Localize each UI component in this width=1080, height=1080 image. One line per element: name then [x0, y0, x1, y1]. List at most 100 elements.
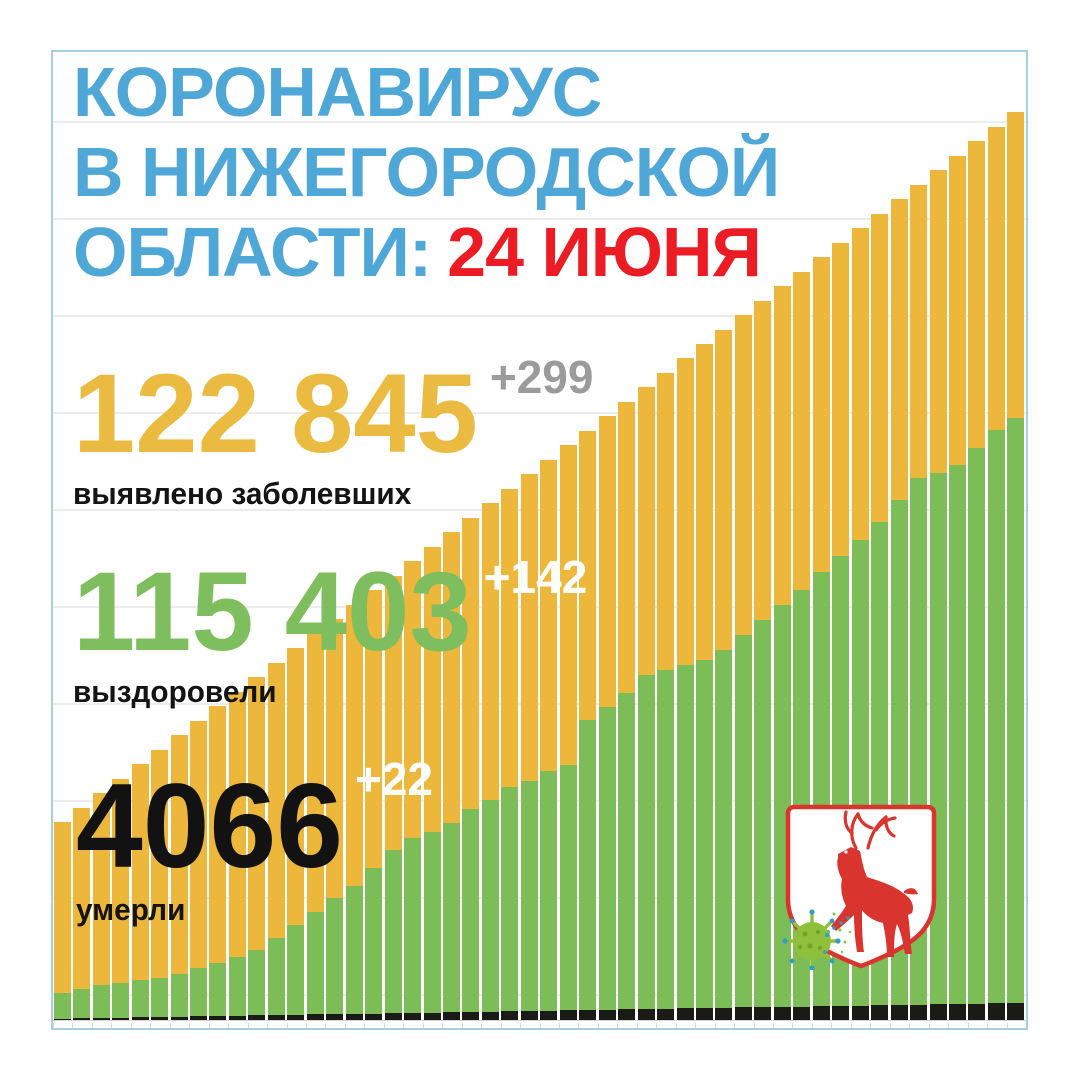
bar-умерли-7	[170, 1016, 188, 1020]
confirmed-daily-increase: +299	[489, 351, 594, 403]
bar-выявлено-заболевших-6	[151, 749, 169, 1020]
bar-умерли-27	[559, 1010, 577, 1020]
x-axis-tick	[695, 1023, 697, 1028]
x-axis-tick	[228, 1023, 230, 1028]
x-axis-tick	[714, 1023, 716, 1028]
x-axis-tick	[461, 1023, 463, 1028]
gridline	[53, 121, 1026, 123]
bar-умерли-26	[540, 1010, 558, 1020]
bar-выздоровели-33	[676, 665, 694, 1020]
bar-выявлено-заболевших-2	[73, 807, 91, 1020]
bar-умерли-1	[53, 1018, 71, 1020]
x-axis-tick	[558, 1023, 560, 1028]
title-line-3-prefix: ОБЛАСТИ:	[73, 213, 432, 291]
bar-умерли-35	[715, 1007, 733, 1020]
x-axis-tick	[636, 1023, 638, 1028]
x-axis-tick	[1006, 1023, 1008, 1028]
x-axis-tick	[189, 1023, 191, 1028]
poster-title: КОРОНАВИРУС В НИЖЕГОРОДСКОЙ ОБЛАСТИ: 24 И…	[73, 52, 780, 292]
gridline	[53, 606, 1026, 608]
virus-icon	[782, 909, 852, 971]
bar-выздоровели-36	[734, 635, 752, 1020]
gridline	[53, 509, 1026, 511]
bar-выздоровели-37	[754, 620, 772, 1020]
coat-of-arms-deer-vs-virus	[782, 802, 940, 971]
bar-выявлено-заболевших-5	[131, 764, 149, 1020]
x-axis-tick	[286, 1023, 288, 1028]
bar-умерли-49	[987, 1003, 1005, 1020]
bar-умерли-19	[404, 1012, 422, 1020]
bar-выявлено-заболевших-9	[209, 706, 227, 1020]
bar-выздоровели-31	[637, 674, 655, 1020]
bar-выздоровели-50	[1007, 418, 1025, 1020]
x-axis-tick	[850, 1023, 852, 1028]
x-axis-tick	[403, 1023, 405, 1028]
bar-выздоровели-17	[365, 868, 383, 1020]
bar-выздоровели-38	[773, 604, 791, 1020]
gridline	[53, 897, 1026, 899]
x-axis-tick	[987, 1023, 989, 1028]
gridline	[53, 315, 1026, 317]
report-date: 24 ИЮНЯ	[447, 213, 762, 291]
bar-умерли-29	[598, 1009, 616, 1020]
deer-eye	[844, 850, 848, 854]
bar-умерли-21	[443, 1012, 460, 1020]
bar-выявлено-заболевших-4	[112, 778, 130, 1020]
stat-confirmed: 122 845 +299 выявлено заболевших	[73, 351, 593, 512]
gridline	[53, 218, 1026, 220]
title-line-1: КОРОНАВИРУС	[73, 53, 602, 131]
bar-выздоровели-21	[443, 823, 460, 1020]
bar-выздоровели-48	[968, 448, 986, 1020]
x-axis-tick	[53, 1023, 54, 1028]
bar-выздоровели-12	[267, 938, 285, 1020]
bar-выздоровели-26	[540, 771, 558, 1020]
bar-выявлено-заболевших-12	[267, 662, 285, 1020]
x-axis-tick	[909, 1023, 911, 1028]
bar-выздоровели-20	[423, 832, 441, 1020]
bar-умерли-38	[773, 1006, 791, 1020]
bar-выздоровели-35	[715, 650, 733, 1020]
chart-canvas	[51, 50, 1028, 1030]
bar-выздоровели-13	[287, 925, 305, 1020]
bar-выздоровели-8	[190, 968, 208, 1020]
bar-умерли-50	[1007, 1003, 1025, 1020]
bar-умерли-32	[657, 1008, 675, 1020]
x-axis-ticks	[53, 1023, 1027, 1029]
x-axis-tick	[1026, 1023, 1027, 1029]
deaths-label: умерли	[76, 892, 186, 927]
bar-выздоровели-47	[948, 465, 966, 1020]
confirmed-total: 122 845	[73, 351, 478, 476]
bar-выздоровели-11	[248, 950, 266, 1020]
x-axis-tick	[208, 1023, 210, 1028]
bar-умерли-41	[832, 1005, 850, 1020]
bar-умерли-40	[812, 1006, 830, 1020]
bar-выздоровели-10	[228, 957, 246, 1020]
bar-выздоровели-30	[618, 692, 636, 1020]
x-axis-tick	[870, 1023, 872, 1028]
x-axis-tick	[383, 1023, 385, 1028]
bar-умерли-15	[326, 1014, 344, 1020]
x-axis-tick	[675, 1023, 677, 1028]
bar-выздоровели-24	[501, 787, 519, 1020]
bar-умерли-23	[481, 1011, 499, 1020]
bar-умерли-13	[287, 1014, 305, 1020]
deaths-total: 4066	[76, 759, 343, 893]
bar-выздоровели-3	[92, 985, 110, 1020]
bar-умерли-45	[910, 1004, 928, 1020]
bar-умерли-43	[871, 1005, 889, 1020]
bar-умерли-3	[92, 1017, 110, 1020]
x-axis-tick	[520, 1023, 522, 1028]
x-axis-tick	[928, 1023, 930, 1028]
x-axis-tick	[773, 1023, 775, 1028]
bar-умерли-11	[248, 1015, 266, 1020]
stat-deaths: 4066 +22 умерли	[76, 756, 433, 928]
bar-выздоровели-22	[462, 809, 480, 1020]
virus-splashes	[832, 912, 852, 954]
bar-выздоровели-4	[112, 983, 130, 1020]
x-axis-tick	[948, 1023, 950, 1028]
bar-умерли-47	[948, 1003, 966, 1020]
bar-выздоровели-49	[987, 430, 1005, 1020]
deer-tail	[904, 888, 918, 895]
bar-выявлено-заболевших-3	[92, 793, 110, 1020]
